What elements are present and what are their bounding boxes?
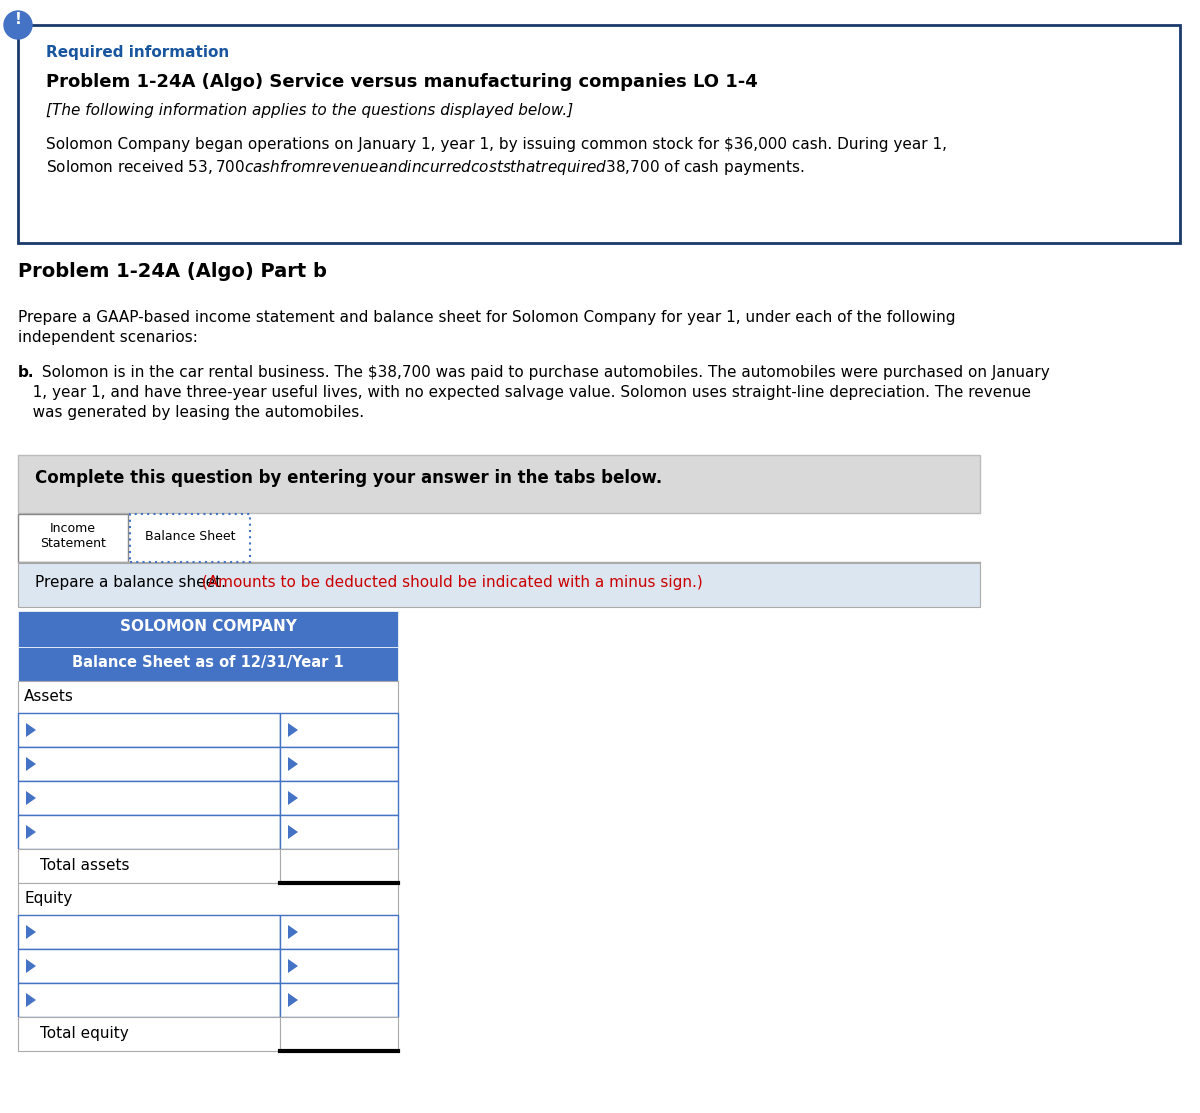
Text: Income: Income bbox=[50, 522, 96, 535]
Bar bbox=[18, 647, 398, 681]
Bar bbox=[18, 747, 280, 781]
Text: Statement: Statement bbox=[40, 536, 106, 550]
Text: was generated by leasing the automobiles.: was generated by leasing the automobiles… bbox=[18, 405, 364, 420]
Text: Solomon Company began operations on January 1, year 1, by issuing common stock f: Solomon Company began operations on Janu… bbox=[46, 137, 947, 152]
Text: Equity: Equity bbox=[24, 892, 72, 906]
Text: Assets: Assets bbox=[24, 689, 74, 705]
Text: !: ! bbox=[14, 12, 22, 28]
Bar bbox=[280, 849, 398, 883]
Text: SOLOMON COMPANY: SOLOMON COMPANY bbox=[120, 619, 296, 634]
Text: Problem 1-24A (Algo) Part b: Problem 1-24A (Algo) Part b bbox=[18, 262, 326, 280]
Polygon shape bbox=[26, 723, 36, 737]
Polygon shape bbox=[288, 723, 298, 737]
Bar bbox=[280, 915, 398, 949]
Bar bbox=[18, 713, 280, 747]
Text: 1, year 1, and have three-year useful lives, with no expected salvage value. Sol: 1, year 1, and have three-year useful li… bbox=[18, 385, 1031, 400]
Polygon shape bbox=[26, 959, 36, 973]
Bar bbox=[280, 713, 398, 747]
Polygon shape bbox=[26, 925, 36, 939]
Text: Total assets: Total assets bbox=[40, 858, 130, 873]
Polygon shape bbox=[288, 959, 298, 973]
Polygon shape bbox=[26, 791, 36, 805]
Bar bbox=[18, 455, 980, 513]
Text: independent scenarios:: independent scenarios: bbox=[18, 329, 198, 345]
Text: Prepare a balance sheet.: Prepare a balance sheet. bbox=[35, 575, 226, 590]
Polygon shape bbox=[26, 757, 36, 771]
Text: [The following information applies to the questions displayed below.]: [The following information applies to th… bbox=[46, 104, 574, 118]
Bar bbox=[280, 747, 398, 781]
Bar bbox=[280, 949, 398, 983]
Bar bbox=[280, 781, 398, 815]
Bar bbox=[280, 1017, 398, 1051]
Polygon shape bbox=[288, 757, 298, 771]
Text: Solomon received $53,700 cash from revenue and incurred costs that required $38,: Solomon received $53,700 cash from reven… bbox=[46, 158, 804, 177]
Bar bbox=[280, 815, 398, 849]
Text: Required information: Required information bbox=[46, 45, 229, 60]
Polygon shape bbox=[288, 791, 298, 805]
Text: Total equity: Total equity bbox=[40, 1026, 128, 1041]
Text: (Amounts to be deducted should be indicated with a minus sign.): (Amounts to be deducted should be indica… bbox=[197, 575, 703, 590]
Polygon shape bbox=[288, 993, 298, 1007]
Bar bbox=[280, 983, 398, 1017]
Polygon shape bbox=[26, 993, 36, 1007]
Text: Complete this question by entering your answer in the tabs below.: Complete this question by entering your … bbox=[35, 469, 662, 487]
Bar bbox=[18, 815, 280, 849]
Text: Prepare a GAAP-based income statement and balance sheet for Solomon Company for : Prepare a GAAP-based income statement an… bbox=[18, 311, 955, 325]
Bar bbox=[18, 983, 280, 1017]
Text: b.: b. bbox=[18, 365, 35, 380]
Polygon shape bbox=[288, 925, 298, 939]
Text: Balance Sheet as of 12/31/Year 1: Balance Sheet as of 12/31/Year 1 bbox=[72, 654, 344, 670]
Polygon shape bbox=[26, 825, 36, 839]
Bar bbox=[18, 514, 128, 562]
Bar bbox=[18, 949, 280, 983]
Circle shape bbox=[4, 11, 32, 39]
Bar bbox=[18, 681, 398, 713]
Bar bbox=[18, 883, 398, 915]
Bar bbox=[18, 563, 980, 607]
Bar bbox=[18, 915, 280, 949]
Polygon shape bbox=[288, 825, 298, 839]
Bar bbox=[18, 849, 280, 883]
Bar bbox=[130, 514, 250, 562]
Text: Solomon is in the car rental business. The $38,700 was paid to purchase automobi: Solomon is in the car rental business. T… bbox=[37, 365, 1050, 380]
Bar bbox=[18, 1017, 280, 1051]
Bar bbox=[18, 24, 1180, 243]
Bar bbox=[18, 611, 398, 647]
Text: Balance Sheet: Balance Sheet bbox=[145, 530, 235, 543]
Bar bbox=[18, 781, 280, 815]
Text: Problem 1-24A (Algo) Service versus manufacturing companies LO 1-4: Problem 1-24A (Algo) Service versus manu… bbox=[46, 73, 757, 91]
